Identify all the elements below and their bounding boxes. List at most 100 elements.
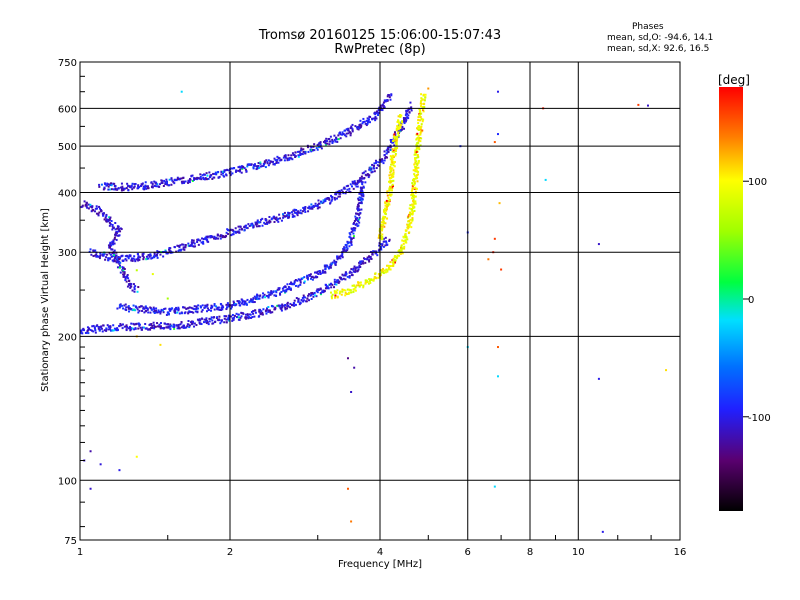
data-point [403, 122, 406, 125]
data-point [321, 269, 324, 272]
data-point [272, 163, 275, 166]
data-point [133, 258, 136, 261]
data-point [393, 160, 396, 163]
data-point [113, 249, 116, 252]
data-point [390, 175, 393, 178]
data-point [107, 188, 110, 191]
data-point [321, 270, 324, 273]
data-point [190, 242, 193, 245]
data-point [285, 290, 288, 293]
data-point [419, 100, 422, 103]
data-point [109, 253, 112, 256]
data-point [276, 158, 279, 161]
data-point [114, 254, 117, 257]
data-point [337, 134, 340, 137]
data-point [398, 249, 401, 252]
data-point [544, 178, 547, 181]
data-point [309, 277, 312, 280]
data-point [107, 244, 110, 247]
data-point [361, 190, 364, 193]
data-point [273, 220, 276, 223]
data-point [373, 112, 376, 115]
data-point [263, 160, 266, 163]
data-point [313, 291, 316, 294]
data-point [122, 188, 125, 191]
data-point [330, 199, 333, 202]
data-point [328, 198, 331, 201]
data-point [388, 174, 391, 177]
data-point [413, 178, 416, 181]
data-point [369, 281, 372, 284]
data-point [416, 154, 419, 157]
data-point [407, 117, 410, 120]
data-point [259, 218, 262, 221]
data-point [404, 232, 407, 235]
data-point [223, 315, 226, 318]
data-point [142, 258, 145, 261]
data-point [374, 119, 377, 122]
data-point [496, 375, 499, 378]
data-point [132, 186, 135, 189]
data-point [384, 236, 387, 239]
data-point [310, 146, 313, 149]
data-point [207, 240, 210, 243]
data-point [261, 296, 264, 299]
data-point [338, 195, 341, 198]
data-point [98, 207, 101, 210]
data-point [129, 285, 132, 288]
data-point [92, 250, 95, 253]
data-point [356, 217, 359, 220]
data-point [372, 166, 375, 169]
data-point [174, 310, 177, 313]
data-point [160, 308, 163, 311]
data-point [258, 315, 261, 318]
data-point [407, 215, 410, 218]
data-point [389, 146, 392, 149]
data-point [388, 194, 391, 197]
data-point [109, 216, 112, 219]
data-point [344, 294, 347, 297]
data-point [166, 297, 169, 300]
data-point [338, 276, 341, 279]
data-point [375, 110, 378, 113]
data-point [206, 174, 209, 177]
data-point [384, 211, 387, 214]
data-point [179, 323, 182, 326]
data-point [180, 90, 183, 93]
data-point [346, 240, 349, 243]
data-point [382, 270, 385, 273]
data-point [416, 136, 419, 139]
data-point [159, 325, 162, 328]
data-point [234, 170, 237, 173]
data-point [342, 250, 345, 253]
data-point [422, 93, 425, 96]
data-point [153, 256, 156, 259]
data-point [396, 128, 399, 131]
data-point [306, 297, 309, 300]
data-point [401, 252, 404, 255]
data-point [230, 307, 233, 310]
data-point [415, 170, 418, 173]
data-point [400, 247, 403, 250]
data-point [112, 324, 115, 327]
data-point [268, 219, 271, 222]
data-point [356, 219, 359, 222]
data-point [413, 182, 416, 185]
data-point [400, 123, 403, 126]
data-point [392, 149, 395, 152]
data-point [286, 301, 289, 304]
data-point [311, 205, 314, 208]
data-point [187, 312, 190, 315]
data-point [373, 162, 376, 165]
data-point [361, 187, 364, 190]
data-point [360, 192, 363, 195]
data-point [281, 306, 284, 309]
data-point [350, 390, 353, 393]
data-point [345, 135, 348, 138]
data-point [138, 306, 141, 309]
data-point [365, 281, 368, 284]
data-point [424, 93, 427, 96]
colorbar-tick-label: 0 [748, 295, 754, 306]
data-point [358, 221, 361, 224]
data-point [354, 215, 357, 218]
